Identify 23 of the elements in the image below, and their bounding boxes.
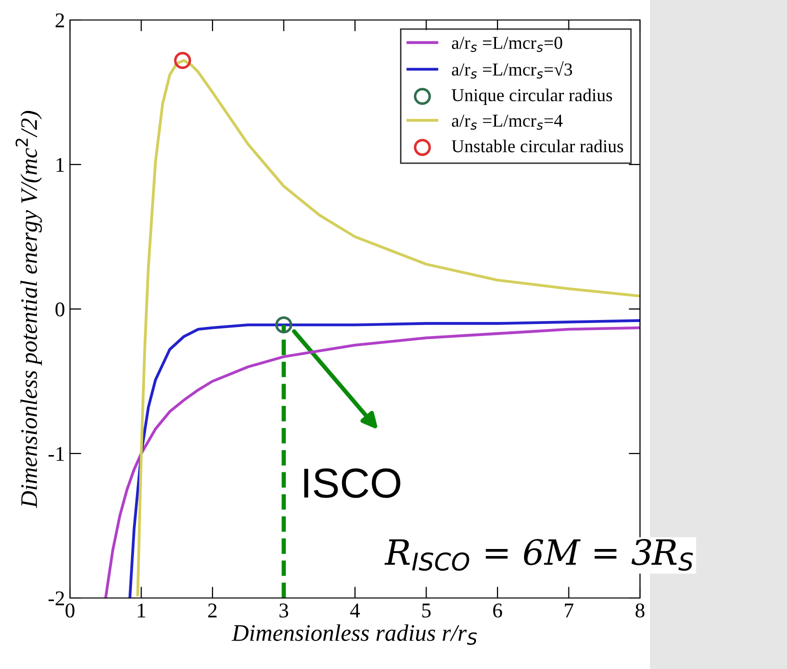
x-axis-title: Dimensionless radius r/r$_{S}$ <box>232 624 477 645</box>
legend-label: a/r$_{s}$ =L/mcr$_{s}$=0 <box>452 36 562 52</box>
x-tick-label: 1 <box>138 604 146 618</box>
x-tick-label: 7 <box>564 604 574 618</box>
legend-label: a/r$_{s}$ =L/mcr$_{s}$=√3 <box>452 61 572 79</box>
x-tick-label: 6 <box>493 604 502 618</box>
x-tick-label: 4 <box>350 604 360 618</box>
y-tick-label: 2 <box>56 13 64 28</box>
x-tick-label: 8 <box>636 603 644 618</box>
x-tick-label: 2 <box>208 604 217 618</box>
legend-label: Unstable circular radius <box>452 140 624 152</box>
y-tick-label: 0 <box>56 302 64 316</box>
y-tick-label: -1 <box>48 446 64 461</box>
y-tick-label: 1 <box>56 158 64 172</box>
legend-label: a/r$_{s}$ =L/mcr$_{s}$=4 <box>452 114 563 130</box>
annotation: R$_{ISCO}$ = 6M = 3R$_{S}$ <box>384 538 693 571</box>
x-tick-label: 3 <box>280 604 288 618</box>
x-tick-label: 0 <box>66 603 74 618</box>
x-tick-label: 5 <box>422 604 431 618</box>
y-axis-title: Dimensionless potential energy V/(mc$^{2}$/2) <box>16 110 42 508</box>
annotation: ISCO <box>304 468 400 498</box>
legend-label: Unique circular radius <box>452 88 612 105</box>
y-tick-label: -2 <box>48 591 64 606</box>
